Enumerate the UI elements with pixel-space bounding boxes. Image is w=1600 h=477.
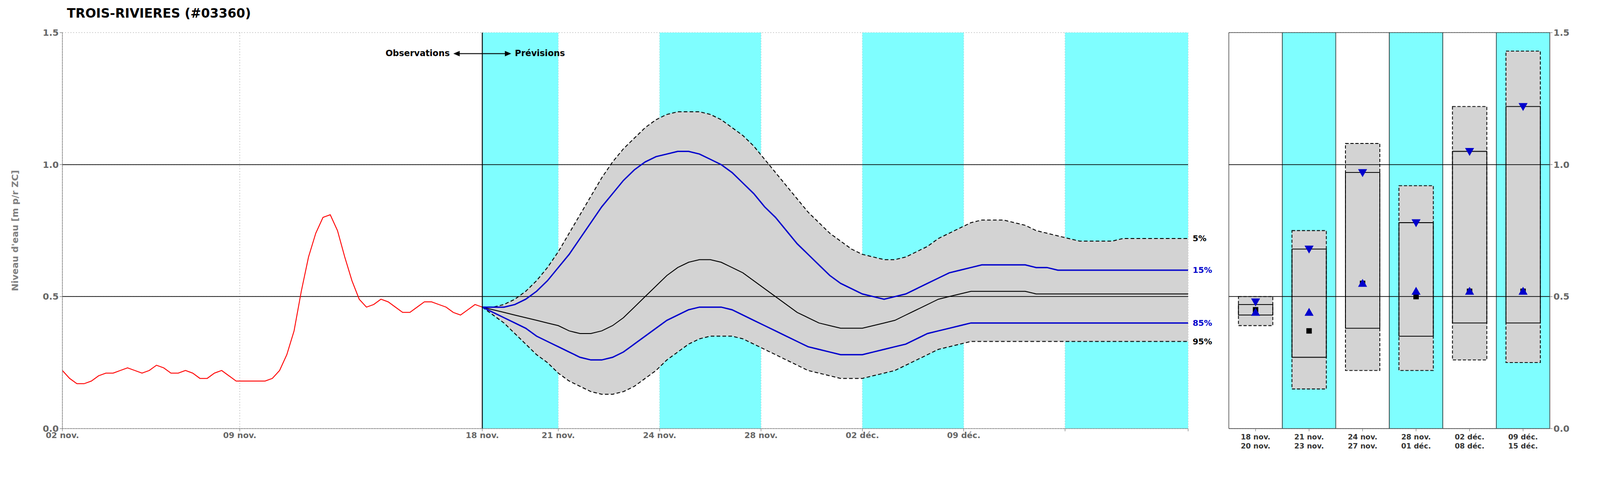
svg-text:18 nov.20 nov.: 18 nov.20 nov. bbox=[1240, 432, 1270, 450]
svg-text:02 déc.: 02 déc. bbox=[845, 429, 879, 440]
svg-text:1.0: 1.0 bbox=[1553, 159, 1570, 170]
svg-text:24 nov.: 24 nov. bbox=[642, 429, 677, 440]
svg-text:02 déc.08 déc.: 02 déc.08 déc. bbox=[1454, 432, 1485, 450]
svg-text:09 déc.: 09 déc. bbox=[947, 429, 981, 440]
svg-text:21 nov.23 nov.: 21 nov.23 nov. bbox=[1294, 432, 1324, 450]
svg-text:1.0: 1.0 bbox=[42, 159, 59, 170]
svg-text:85%: 85% bbox=[1192, 317, 1213, 328]
svg-text:0.5: 0.5 bbox=[42, 290, 59, 302]
svg-text:0.0: 0.0 bbox=[1553, 422, 1570, 434]
svg-text:09 nov.: 09 nov. bbox=[223, 429, 257, 440]
svg-text:Niveau d'eau [m p/r ZC]: Niveau d'eau [m p/r ZC] bbox=[9, 169, 21, 291]
svg-text:24 nov.27 nov.: 24 nov.27 nov. bbox=[1347, 432, 1378, 450]
html-text:TROIS-RIVIERES (#03360): TROIS-RIVIERES (#03360) bbox=[66, 5, 251, 21]
svg-text:1.5: 1.5 bbox=[1553, 27, 1570, 38]
svg-text:0.0: 0.0 bbox=[42, 422, 59, 434]
svg-text:5%: 5% bbox=[1192, 233, 1207, 243]
svg-text:18 nov.: 18 nov. bbox=[465, 429, 500, 440]
svg-text:95%: 95% bbox=[1192, 336, 1213, 346]
svg-text:15%: 15% bbox=[1192, 264, 1213, 275]
svg-text:28 nov.: 28 nov. bbox=[744, 429, 778, 440]
svg-text:28 nov.01 déc.: 28 nov.01 déc. bbox=[1401, 432, 1431, 450]
svg-text:21 nov.: 21 nov. bbox=[541, 429, 576, 440]
svg-text:02 nov.: 02 nov. bbox=[45, 429, 80, 440]
svg-text:Prévisions: Prévisions bbox=[514, 47, 566, 58]
svg-text:1.5: 1.5 bbox=[42, 27, 59, 38]
svg-text:09 déc.15 déc.: 09 déc.15 déc. bbox=[1508, 432, 1539, 450]
svg-text:0.5: 0.5 bbox=[1553, 290, 1570, 302]
svg-text:Observations: Observations bbox=[385, 47, 450, 58]
